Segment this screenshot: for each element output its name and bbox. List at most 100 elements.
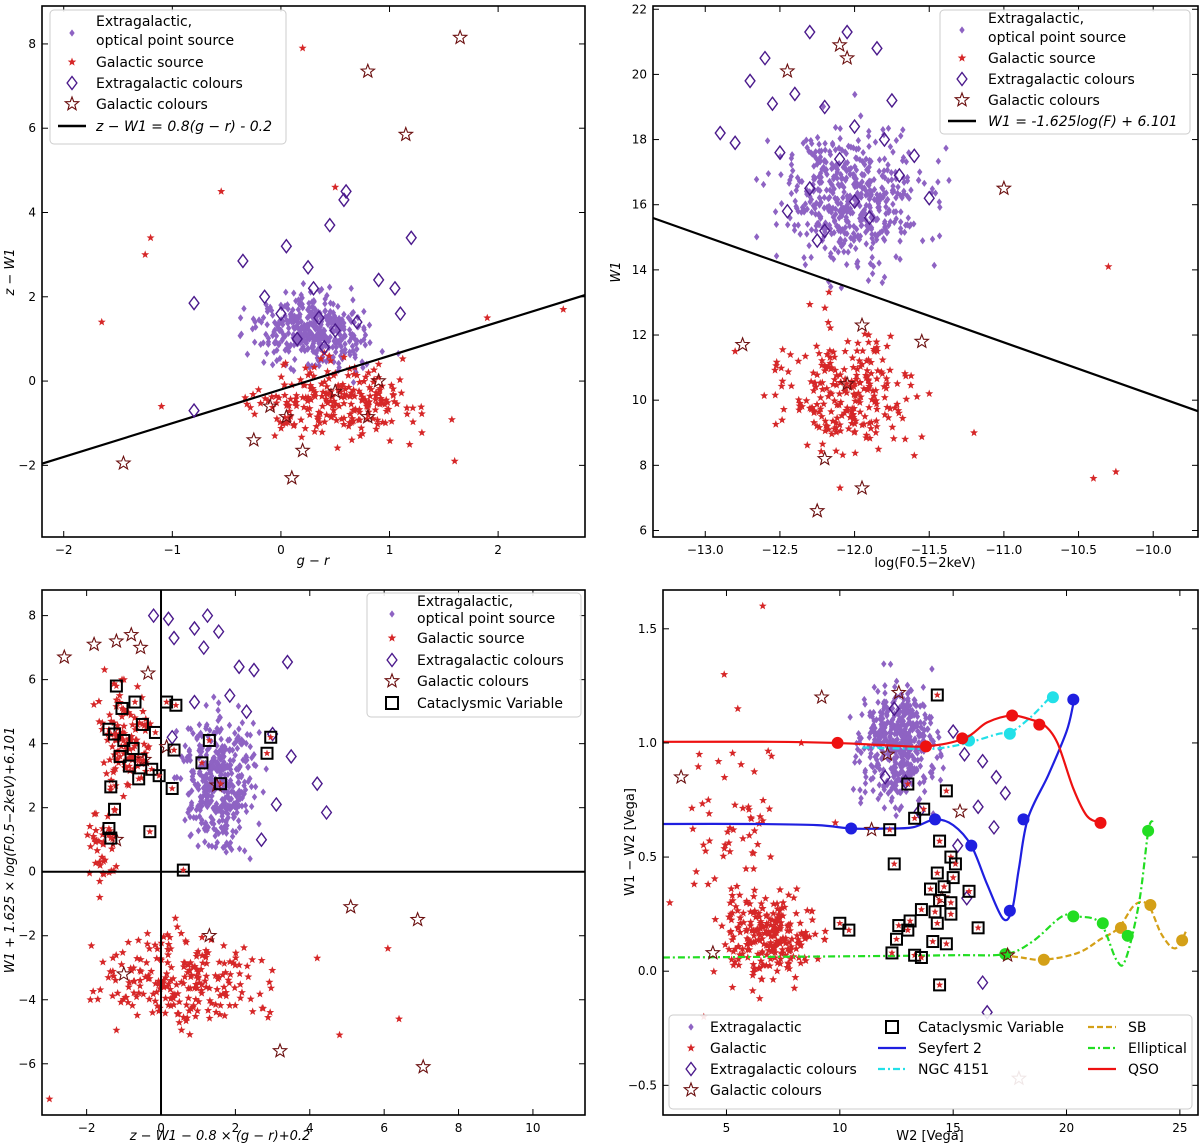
galactic-point xyxy=(771,366,779,374)
cv-inner-star xyxy=(917,953,925,961)
galactic-point xyxy=(361,372,370,381)
galactic-point xyxy=(735,950,744,959)
extragalactic-point xyxy=(197,793,204,801)
extragalactic-point xyxy=(227,765,234,773)
galactic-point xyxy=(829,347,838,356)
extragalactic-colours-point xyxy=(281,654,294,670)
galactic-point xyxy=(745,805,753,813)
galactic-point xyxy=(807,377,816,386)
extragalactic-point xyxy=(222,843,228,851)
cv-point xyxy=(108,802,122,816)
galactic-point xyxy=(136,955,145,963)
galactic-point xyxy=(796,959,805,967)
extragalactic-point xyxy=(885,161,891,169)
extragalactic-point xyxy=(196,812,203,821)
galactic-point xyxy=(665,898,674,907)
galactic-point xyxy=(155,1004,164,1012)
galactic-point xyxy=(373,420,382,428)
extragalactic-point xyxy=(848,234,854,242)
extragalactic-colours-point xyxy=(307,280,320,297)
extragalactic-point xyxy=(814,133,821,142)
galactic-point xyxy=(739,918,748,926)
extragalactic-point xyxy=(881,698,887,706)
extragalactic-point xyxy=(285,329,292,337)
galactic-point xyxy=(132,992,141,1001)
extragalactic-point xyxy=(890,188,897,196)
extragalactic-point xyxy=(838,242,845,250)
extragalactic-point xyxy=(852,201,858,209)
extragalactic-point xyxy=(361,307,367,316)
extragalactic-point xyxy=(362,331,369,339)
x-tick-label: 2 xyxy=(232,1121,240,1135)
galactic-point xyxy=(275,393,283,402)
extragalactic-point xyxy=(865,132,872,140)
galactic-point xyxy=(384,405,392,413)
cv-point xyxy=(113,749,127,763)
galactic-point xyxy=(791,973,800,981)
galactic-point xyxy=(197,965,206,973)
galactic-point xyxy=(90,809,99,818)
galactic-point xyxy=(96,861,105,869)
galactic-point xyxy=(830,353,839,361)
extragalactic-colours-point xyxy=(291,331,303,347)
extragalactic-point xyxy=(230,827,236,835)
legend-marker-galactic-colours xyxy=(383,672,401,688)
extragalactic-point xyxy=(788,189,795,198)
galactic-point xyxy=(809,368,818,377)
extragalactic-point xyxy=(831,185,837,193)
extragalactic-point xyxy=(264,321,270,329)
galactic-point xyxy=(279,419,287,428)
extragalactic-colours-point xyxy=(258,289,271,305)
extragalactic-point xyxy=(922,775,928,783)
galactic-point xyxy=(220,959,229,967)
extragalactic-point xyxy=(892,683,898,691)
galactic-point xyxy=(821,421,830,429)
galactic-point xyxy=(320,417,329,426)
y-tick-label: 16 xyxy=(632,198,647,212)
extragalactic-point xyxy=(893,759,899,767)
galactic-point xyxy=(322,396,331,405)
extragalactic-point xyxy=(335,359,342,367)
galactic-point xyxy=(889,434,898,442)
extragalactic-point xyxy=(811,173,817,181)
galactic-point xyxy=(850,390,859,399)
galactic-point xyxy=(871,428,880,437)
galactic-point xyxy=(152,954,161,962)
galactic-point xyxy=(759,796,768,804)
galactic-point xyxy=(198,951,207,959)
extragalactic-point xyxy=(908,761,914,769)
extragalactic-point xyxy=(877,715,883,723)
extragalactic-point xyxy=(803,136,810,144)
extragalactic-point xyxy=(854,189,861,197)
galactic-point xyxy=(692,867,701,876)
galactic-point xyxy=(865,419,874,427)
extragalactic-point xyxy=(788,161,795,169)
galactic-point xyxy=(877,367,886,376)
extragalactic-point xyxy=(817,187,823,195)
galactic-point xyxy=(734,961,743,969)
galactic-point xyxy=(329,411,338,419)
galactic-point xyxy=(796,919,805,927)
galactic-point xyxy=(107,776,116,784)
extragalactic-point xyxy=(868,192,874,200)
cv-inner-star xyxy=(917,905,925,913)
extragalactic-point xyxy=(222,803,228,811)
galactic-point xyxy=(161,994,170,1002)
extragalactic-point xyxy=(822,146,828,154)
extragalactic-point xyxy=(874,215,880,223)
extragalactic-point xyxy=(894,740,901,748)
galactic-point xyxy=(248,1007,257,1015)
galactic-point xyxy=(759,939,768,948)
extragalactic-point xyxy=(867,186,873,194)
galactic-point xyxy=(128,1001,137,1009)
extragalactic-point xyxy=(904,701,910,710)
galactic-point xyxy=(381,418,390,427)
cv-point xyxy=(933,834,947,848)
cv-point xyxy=(937,880,951,894)
y-tick-label: −2 xyxy=(18,929,36,943)
galactic-point xyxy=(141,972,150,981)
galactic-point xyxy=(289,421,298,430)
cv-point xyxy=(104,831,118,845)
template-marker-ngc4151 xyxy=(1046,691,1059,704)
extragalactic-point xyxy=(845,248,851,256)
